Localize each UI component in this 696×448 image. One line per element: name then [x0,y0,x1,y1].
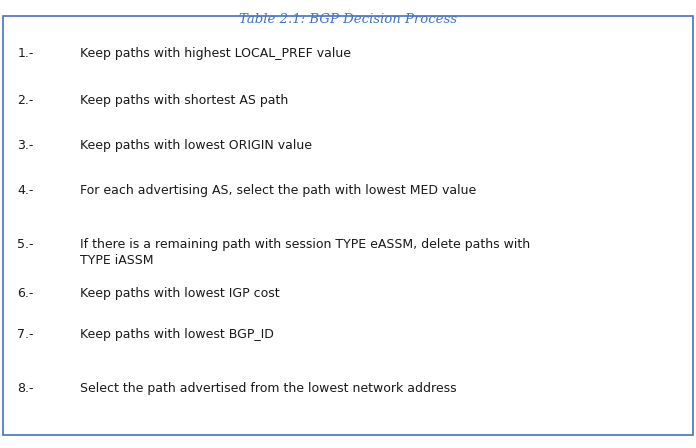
Text: If there is a remaining path with session TYPE eASSM, delete paths with
TYPE iAS: If there is a remaining path with sessio… [80,238,530,267]
Text: 5.-: 5.- [17,238,34,251]
Text: Keep paths with highest LOCAL_PREF value: Keep paths with highest LOCAL_PREF value [80,47,351,60]
Text: 2.-: 2.- [17,94,34,107]
Text: Keep paths with lowest IGP cost: Keep paths with lowest IGP cost [80,287,280,300]
Text: 3.-: 3.- [17,139,34,152]
Text: Keep paths with shortest AS path: Keep paths with shortest AS path [80,94,288,107]
Text: Keep paths with lowest BGP_ID: Keep paths with lowest BGP_ID [80,328,274,341]
Text: Keep paths with lowest ORIGIN value: Keep paths with lowest ORIGIN value [80,139,312,152]
FancyBboxPatch shape [3,16,693,435]
Text: 6.-: 6.- [17,287,34,300]
Text: 7.-: 7.- [17,328,34,341]
Text: 1.-: 1.- [17,47,34,60]
Text: 8.-: 8.- [17,382,34,395]
Text: Table 2.1: BGP Decision Process: Table 2.1: BGP Decision Process [239,13,457,26]
Text: Select the path advertised from the lowest network address: Select the path advertised from the lowe… [80,382,457,395]
Text: For each advertising AS, select the path with lowest MED value: For each advertising AS, select the path… [80,184,476,197]
Text: 4.-: 4.- [17,184,34,197]
